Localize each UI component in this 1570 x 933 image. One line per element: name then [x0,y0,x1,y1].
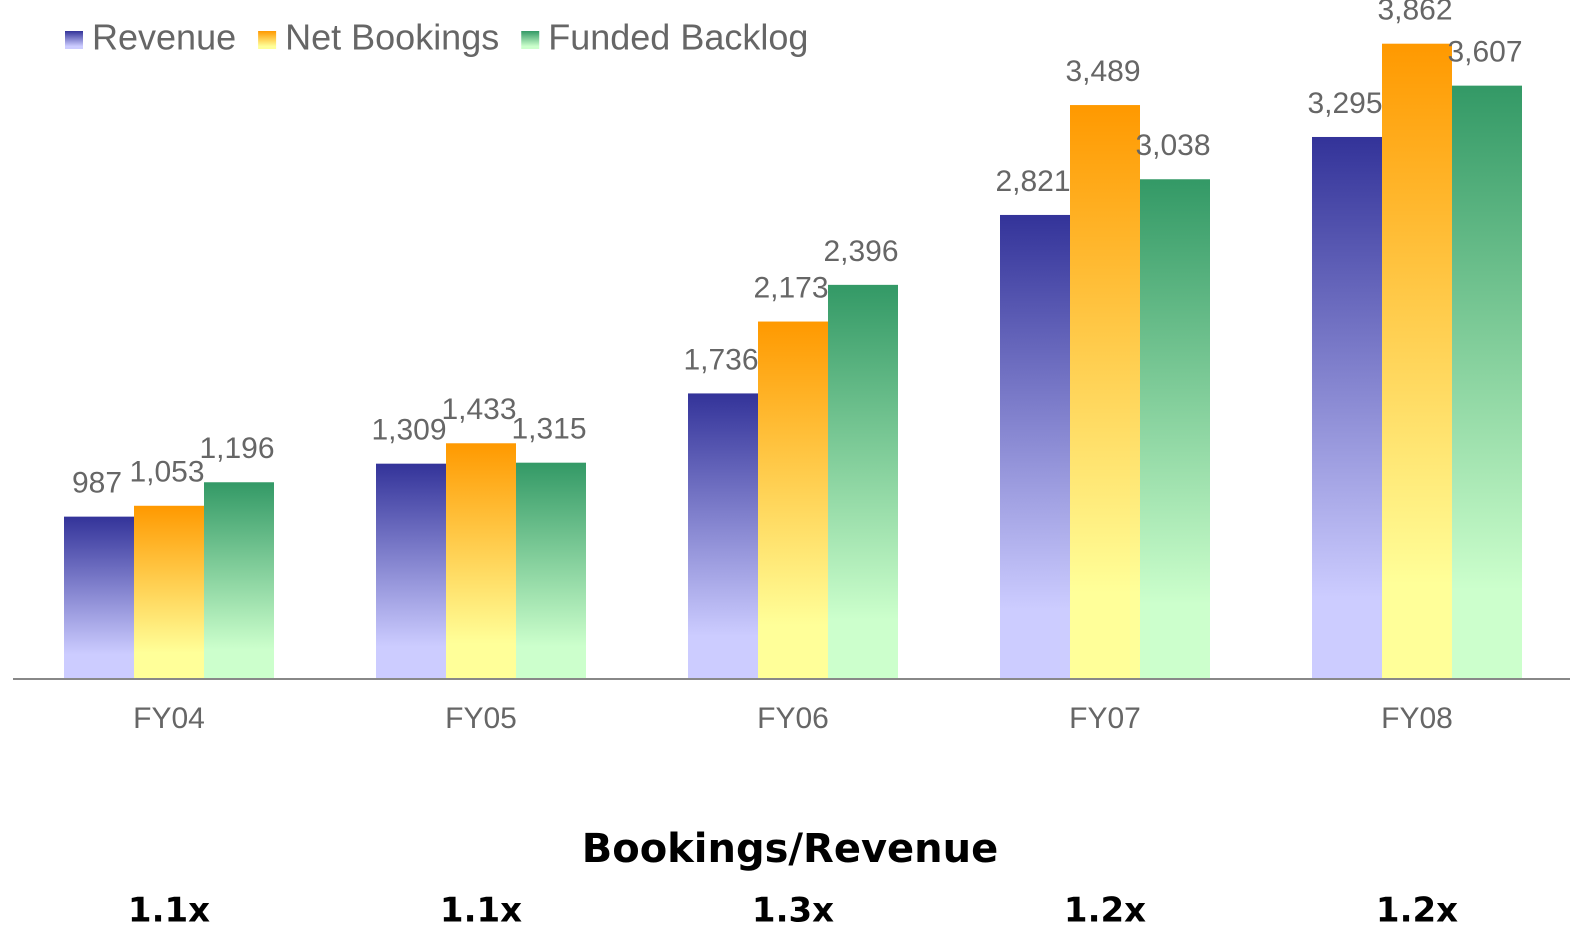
bar [1452,85,1522,679]
value-label: 987 [72,467,122,500]
value-label: 1,433 [441,393,516,426]
value-label: 3,489 [1065,55,1140,88]
legend-label: Funded Backlog [548,17,808,58]
ratio-value: 1.1x [440,891,522,931]
bar [376,463,446,679]
bar [1312,136,1382,679]
ratio-value: 1.2x [1376,891,1458,931]
value-label: 2,396 [823,235,898,268]
x-tick-label: FY04 [133,702,205,735]
value-label: 1,309 [371,414,446,447]
bar [1140,179,1210,679]
value-label: 2,173 [753,271,828,304]
bar [1000,214,1070,679]
value-label: 3,038 [1135,129,1210,162]
bar [1070,105,1140,679]
legend-label: Net Bookings [285,17,499,58]
value-label: 3,862 [1377,0,1452,27]
value-label: 1,736 [683,343,758,376]
ratio-value: 1.2x [1064,891,1146,931]
value-label: 1,053 [129,456,204,489]
value-label: 1,315 [511,413,586,446]
x-tick-label: FY05 [445,702,517,735]
bar [64,516,134,679]
legend-swatch [258,31,277,49]
x-tick-label: FY08 [1381,702,1453,735]
bar [1382,43,1452,680]
value-label: 3,295 [1307,87,1382,120]
bar [204,482,274,679]
bar [134,505,204,679]
x-tick-label: FY07 [1069,702,1141,735]
bar [828,284,898,679]
bar [758,321,828,679]
value-label: 3,607 [1447,36,1522,69]
bar [516,462,586,679]
legend-label: Revenue [92,17,236,58]
bar [446,443,516,679]
legend-swatch [521,31,540,49]
x-tick-label: FY06 [757,702,829,735]
legend-swatch [65,31,83,49]
value-label: 2,821 [995,165,1070,198]
value-label: 1,196 [199,432,274,465]
ratio-value: 1.1x [128,891,210,931]
bar [688,393,758,679]
ratio-value: 1.3x [752,891,834,931]
ratio-title: Bookings/Revenue [582,826,999,872]
